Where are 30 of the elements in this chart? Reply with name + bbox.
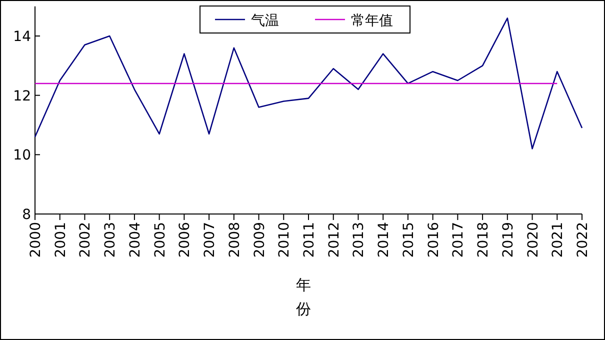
x-axis-title: 年份 [296,276,311,318]
y-tick-label: 10 [13,148,31,164]
y-tick-label: 8 [22,207,31,223]
x-tick-label: 2022 [575,222,591,258]
x-tick-label: 2001 [52,222,69,258]
x-tick-label: 2006 [177,222,194,258]
x-tick-label: 2009 [252,222,268,258]
x-tick-label: 2004 [127,222,144,258]
x-tick-label: 2021 [550,222,566,258]
x-tick-label: 2017 [450,222,467,258]
x-tick-label: 2012 [326,222,342,258]
x-tick-label: 2005 [152,222,168,258]
x-tick-label: 2007 [202,222,218,258]
x-tick-label: 2011 [302,222,318,258]
x-tick-label: 2003 [102,222,119,258]
x-tick-label: 2015 [400,222,417,258]
x-tick-label: 2000 [28,222,44,258]
x-tick-label: 2008 [226,222,243,258]
x-tick-label: 2010 [276,222,293,258]
x-tick-label: 2018 [476,222,492,258]
x-tick-label: 2014 [376,222,392,258]
y-tick-label: 12 [13,88,31,104]
x-tick-label: 2019 [500,222,516,258]
legend-label: 常年值 [351,13,393,29]
y-tick-label: 14 [13,29,32,45]
x-tick-label: 2002 [78,222,94,258]
x-tick-label: 2016 [426,222,442,258]
x-tick-label: 2020 [525,222,542,258]
legend-label: 气温 [251,13,279,29]
x-tick-label: 2013 [351,222,368,258]
